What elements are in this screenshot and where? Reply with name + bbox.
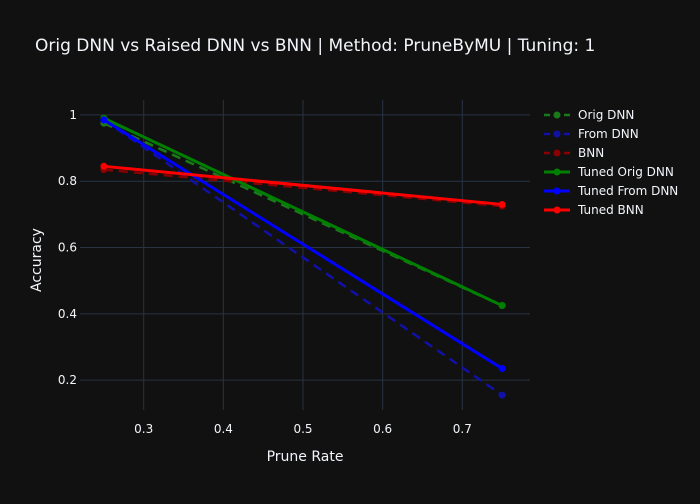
series-line bbox=[103, 118, 503, 370]
chart-title: Orig DNN vs Raised DNN vs BNN | Method: … bbox=[35, 36, 595, 56]
series-tuned-from-dnn bbox=[100, 116, 506, 373]
series-layer bbox=[100, 114, 506, 399]
legend-label: Tuned Orig DNN bbox=[577, 165, 674, 179]
grid-layer bbox=[80, 100, 530, 410]
legend-swatch-marker bbox=[553, 168, 561, 176]
x-tick-label: 0.7 bbox=[453, 422, 472, 436]
legend-label: Tuned From DNN bbox=[577, 184, 678, 198]
legend-swatch-marker bbox=[553, 111, 561, 119]
legend-item[interactable]: Tuned From DNN bbox=[544, 184, 678, 198]
series-line bbox=[103, 168, 503, 208]
legend-item[interactable]: Tuned Orig DNN bbox=[544, 165, 674, 179]
y-tick-label: 1 bbox=[69, 108, 77, 122]
data-point bbox=[498, 391, 506, 399]
legend-item[interactable]: Tuned BNN bbox=[544, 203, 644, 217]
data-point bbox=[498, 365, 506, 373]
x-tick-label: 0.3 bbox=[134, 422, 153, 436]
legend-swatch-marker bbox=[553, 206, 561, 214]
legend-item[interactable]: BNN bbox=[544, 146, 604, 160]
series-line bbox=[103, 118, 503, 397]
legend-swatch-marker bbox=[553, 130, 561, 138]
legend-item[interactable]: Orig DNN bbox=[544, 108, 634, 122]
legend-label: Orig DNN bbox=[578, 108, 634, 122]
y-tick-label: 0.8 bbox=[58, 174, 77, 188]
axis-layer: 0.3 0.4 0.5 0.6 0.7 0.2 0.4 0.6 0.8 1 bbox=[58, 108, 472, 436]
data-point bbox=[498, 200, 506, 208]
x-tick-label: 0.4 bbox=[214, 422, 233, 436]
y-tick-label: 0.6 bbox=[58, 241, 77, 255]
series-tuned-bnn bbox=[100, 162, 506, 208]
data-point bbox=[100, 116, 108, 124]
x-tick-label: 0.6 bbox=[373, 422, 392, 436]
legend-swatch-marker bbox=[553, 149, 561, 157]
y-tick-label: 0.2 bbox=[58, 373, 77, 387]
y-axis-title: Accuracy bbox=[29, 228, 45, 292]
series-line bbox=[103, 116, 503, 307]
data-point bbox=[498, 302, 506, 310]
data-point bbox=[100, 162, 108, 170]
legend[interactable]: Orig DNN From DNN BNN Tuned Orig DNN Tuned F… bbox=[544, 108, 678, 217]
legend-item[interactable]: From DNN bbox=[544, 127, 639, 141]
legend-label: From DNN bbox=[578, 127, 639, 141]
series-line bbox=[103, 164, 503, 206]
legend-label: Tuned BNN bbox=[577, 203, 644, 217]
legend-swatch-marker bbox=[553, 187, 561, 195]
y-tick-label: 0.4 bbox=[58, 307, 77, 321]
legend-label: BNN bbox=[578, 146, 604, 160]
x-tick-label: 0.5 bbox=[293, 422, 312, 436]
x-axis-title: Prune Rate bbox=[267, 449, 344, 465]
